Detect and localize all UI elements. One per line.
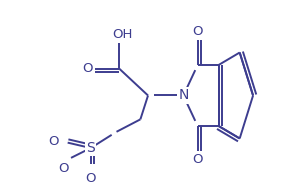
- Text: OH: OH: [112, 28, 132, 41]
- Text: O: O: [49, 135, 59, 148]
- Text: O: O: [192, 153, 203, 166]
- Text: O: O: [86, 172, 96, 185]
- Text: N: N: [178, 89, 189, 102]
- Text: O: O: [192, 25, 203, 38]
- Text: S: S: [86, 141, 95, 155]
- Text: O: O: [59, 162, 69, 175]
- Text: O: O: [82, 62, 93, 75]
